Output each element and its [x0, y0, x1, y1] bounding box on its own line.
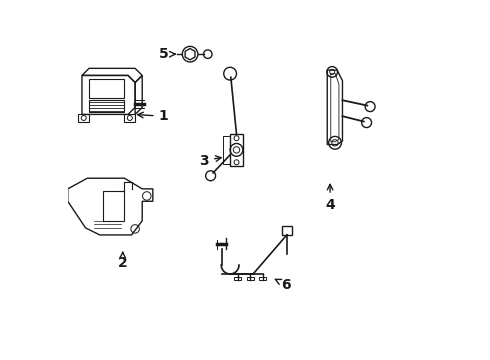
Bar: [234, 277, 242, 280]
Text: 3: 3: [199, 153, 221, 167]
Text: 6: 6: [275, 278, 291, 292]
Text: 1: 1: [138, 109, 169, 123]
Bar: [247, 277, 254, 280]
Bar: [259, 277, 266, 280]
Text: 4: 4: [325, 184, 335, 212]
Text: 5: 5: [159, 47, 175, 61]
Text: 2: 2: [118, 252, 127, 270]
